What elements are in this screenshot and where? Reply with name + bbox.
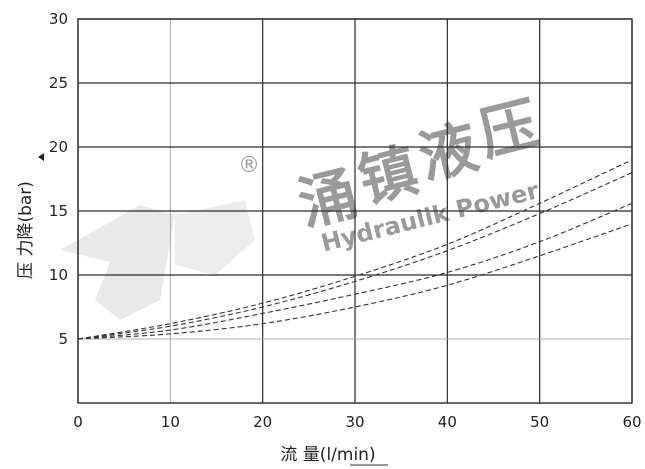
hp-logo-mark-2 (175, 200, 255, 275)
x-tick-label: 60 (622, 413, 641, 431)
series-line-2 (77, 172, 633, 340)
watermark-char-3: 液 (412, 112, 485, 192)
grid (77, 18, 633, 403)
x-tick-labels: 0 10 20 30 40 50 60 (73, 413, 641, 431)
x-tick-label: 10 (161, 413, 180, 431)
watermark-logo: ® 涌 镇 液 压 Hydraulik Power (60, 89, 545, 320)
watermark-char-4: 压 (472, 89, 545, 169)
curves (77, 159, 633, 340)
x-tick-label: 20 (253, 413, 272, 431)
y-tick-labels: 5 10 15 20 25 30 (49, 10, 68, 348)
y-axis-arrow (38, 153, 44, 161)
y-axis-label: 压 力降(bar) (16, 181, 36, 279)
x-tick-label: 40 (438, 413, 457, 431)
y-tick-label: 15 (49, 202, 68, 220)
y-tick-label: 30 (49, 10, 68, 28)
x-tick-label: 50 (530, 413, 549, 431)
y-tick-label: 10 (49, 266, 68, 284)
series-line-3 (77, 202, 633, 340)
hp-logo-mark (60, 205, 175, 320)
watermark-registered: ® (238, 153, 260, 178)
y-tick-label: 20 (49, 138, 68, 156)
watermark-char-2: 镇 (352, 136, 425, 216)
x-tick-label: 0 (73, 413, 83, 431)
y-tick-label: 25 (49, 74, 68, 92)
plot-frame (77, 18, 633, 404)
series-line-1 (77, 159, 633, 340)
series-line-4 (77, 223, 633, 340)
y-tick-label: 5 (58, 330, 68, 348)
x-axis-label: 流 量(l/min) (280, 445, 375, 465)
x-tick-label: 30 (345, 413, 364, 431)
